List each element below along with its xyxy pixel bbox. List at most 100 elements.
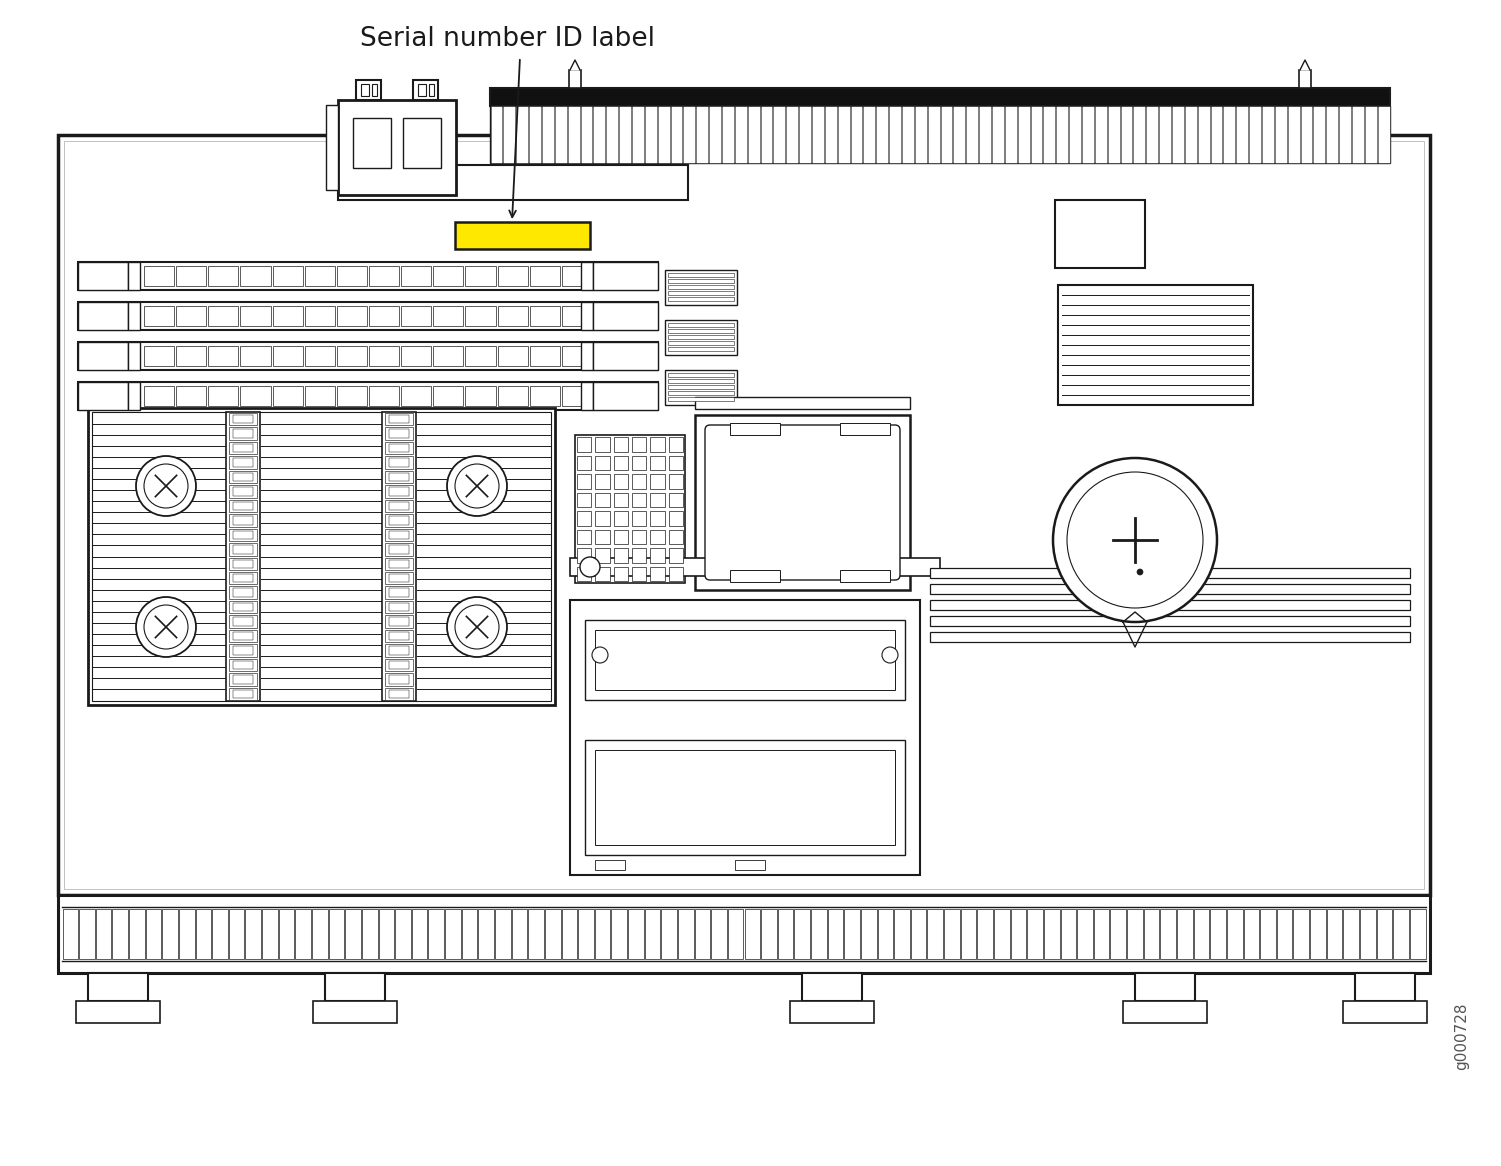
Bar (273, 266, 303, 286)
Bar (305, 346, 335, 366)
Bar (979, 106, 991, 163)
Bar (389, 545, 408, 554)
Bar (78, 382, 128, 410)
Bar (585, 620, 905, 700)
Bar (1144, 909, 1159, 958)
Bar (465, 346, 495, 366)
Circle shape (137, 456, 197, 517)
Bar (1043, 909, 1060, 958)
Bar (561, 346, 591, 366)
Bar (668, 548, 683, 562)
Bar (1018, 106, 1030, 163)
Bar (594, 909, 611, 958)
Bar (594, 750, 895, 845)
Bar (233, 589, 254, 597)
Bar (575, 435, 684, 583)
Bar (528, 106, 540, 163)
Bar (944, 909, 959, 958)
Bar (668, 475, 683, 489)
Bar (1226, 909, 1243, 958)
Bar (209, 266, 239, 286)
Bar (593, 302, 657, 330)
Bar (233, 661, 254, 669)
Bar (632, 529, 647, 545)
Bar (614, 529, 627, 545)
Bar (230, 528, 257, 541)
Bar (895, 909, 910, 958)
Bar (233, 603, 254, 611)
Bar (503, 106, 515, 163)
Bar (296, 909, 311, 958)
Bar (668, 273, 734, 278)
Bar (230, 543, 257, 555)
Bar (209, 346, 239, 366)
Bar (928, 909, 943, 958)
Bar (967, 106, 979, 163)
Bar (611, 909, 627, 958)
Bar (851, 106, 863, 163)
Bar (384, 442, 413, 455)
Circle shape (455, 464, 498, 508)
Bar (144, 346, 174, 366)
Bar (240, 305, 270, 326)
Bar (273, 346, 303, 366)
Bar (665, 319, 737, 354)
Bar (384, 557, 413, 570)
Bar (1298, 70, 1310, 87)
Bar (384, 543, 413, 555)
Bar (729, 423, 781, 435)
Bar (668, 373, 734, 377)
Bar (489, 106, 1390, 163)
Bar (129, 909, 144, 958)
Bar (230, 500, 257, 512)
Bar (650, 511, 665, 526)
Bar (413, 80, 438, 100)
Bar (497, 266, 528, 286)
Bar (1159, 106, 1171, 163)
Bar (931, 600, 1409, 610)
Bar (811, 909, 827, 958)
Bar (1094, 909, 1109, 958)
Bar (576, 567, 591, 581)
Bar (530, 266, 560, 286)
Bar (465, 266, 495, 286)
Bar (787, 106, 799, 163)
Bar (329, 909, 344, 958)
Bar (977, 909, 994, 958)
Bar (1135, 972, 1195, 1000)
Bar (794, 909, 811, 958)
Bar (162, 909, 179, 958)
Bar (1082, 106, 1094, 163)
Bar (1198, 106, 1210, 163)
Bar (389, 603, 408, 611)
Bar (402, 118, 441, 168)
Bar (650, 456, 665, 470)
Circle shape (137, 597, 197, 656)
Bar (569, 70, 581, 87)
Bar (212, 909, 228, 958)
Circle shape (1136, 569, 1142, 575)
Circle shape (591, 647, 608, 663)
Bar (576, 456, 591, 470)
Bar (389, 487, 408, 496)
Bar (1327, 909, 1342, 958)
Bar (389, 617, 408, 626)
Bar (578, 909, 594, 958)
Bar (230, 413, 257, 426)
Bar (614, 567, 627, 581)
Bar (678, 909, 693, 958)
Bar (233, 444, 254, 452)
Bar (233, 531, 254, 539)
Bar (994, 909, 1010, 958)
Bar (931, 568, 1409, 578)
Bar (668, 511, 683, 526)
Bar (1378, 106, 1390, 163)
Bar (695, 415, 910, 590)
Bar (336, 266, 368, 286)
Bar (668, 396, 734, 401)
Bar (1249, 106, 1261, 163)
Bar (761, 106, 773, 163)
Circle shape (883, 647, 898, 663)
Bar (744, 909, 760, 958)
Bar (778, 909, 794, 958)
